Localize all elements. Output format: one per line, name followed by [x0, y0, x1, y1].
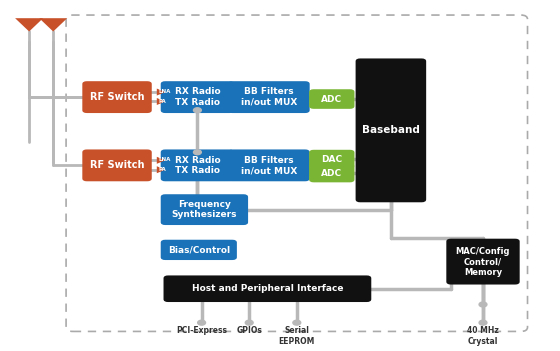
FancyBboxPatch shape: [228, 81, 310, 113]
FancyBboxPatch shape: [161, 81, 234, 113]
Text: BB Filters
in/out MUX: BB Filters in/out MUX: [241, 87, 297, 107]
FancyBboxPatch shape: [161, 150, 234, 181]
Text: Host and Peripheral Interface: Host and Peripheral Interface: [192, 284, 343, 293]
Text: RF Switch: RF Switch: [90, 92, 144, 102]
Text: ADC: ADC: [321, 168, 342, 178]
Text: Bias/Control: Bias/Control: [168, 245, 230, 254]
Text: BB Filters
in/out MUX: BB Filters in/out MUX: [241, 155, 297, 175]
FancyBboxPatch shape: [82, 81, 152, 113]
Circle shape: [198, 320, 206, 325]
Polygon shape: [157, 157, 165, 164]
FancyBboxPatch shape: [309, 89, 354, 109]
Text: PA: PA: [158, 167, 166, 172]
Text: DAC: DAC: [321, 154, 342, 164]
Text: Serial
EEPROM: Serial EEPROM: [279, 326, 315, 346]
Circle shape: [194, 150, 201, 155]
FancyBboxPatch shape: [446, 239, 520, 285]
Text: LNA: LNA: [158, 89, 171, 94]
Polygon shape: [39, 18, 67, 32]
Circle shape: [293, 320, 301, 325]
Text: Baseband: Baseband: [362, 125, 420, 135]
Polygon shape: [157, 166, 165, 173]
Circle shape: [479, 302, 487, 307]
Polygon shape: [15, 18, 43, 32]
Circle shape: [479, 320, 487, 325]
Circle shape: [245, 320, 253, 325]
Text: Frequency
Synthesizers: Frequency Synthesizers: [172, 200, 237, 219]
FancyBboxPatch shape: [161, 240, 237, 260]
Text: LNA: LNA: [158, 158, 171, 163]
FancyBboxPatch shape: [164, 276, 371, 302]
Text: ADC: ADC: [321, 94, 342, 104]
Text: PCI-Express: PCI-Express: [176, 326, 227, 335]
Text: 40 MHz
Crystal: 40 MHz Crystal: [467, 326, 499, 346]
Polygon shape: [157, 98, 165, 105]
FancyBboxPatch shape: [228, 150, 310, 181]
Text: MAC/Config
Control/
Memory: MAC/Config Control/ Memory: [456, 247, 510, 277]
FancyBboxPatch shape: [309, 150, 354, 168]
Text: RF Switch: RF Switch: [90, 160, 144, 170]
Polygon shape: [157, 88, 165, 95]
Text: PA: PA: [158, 99, 166, 104]
FancyBboxPatch shape: [356, 59, 426, 202]
FancyBboxPatch shape: [161, 194, 248, 225]
Text: RX Radio
TX Radio: RX Radio TX Radio: [175, 155, 220, 175]
FancyBboxPatch shape: [309, 164, 354, 182]
Text: GPIOs: GPIOs: [236, 326, 262, 335]
FancyBboxPatch shape: [82, 150, 152, 181]
Circle shape: [194, 108, 201, 113]
Text: RX Radio
TX Radio: RX Radio TX Radio: [175, 87, 220, 107]
